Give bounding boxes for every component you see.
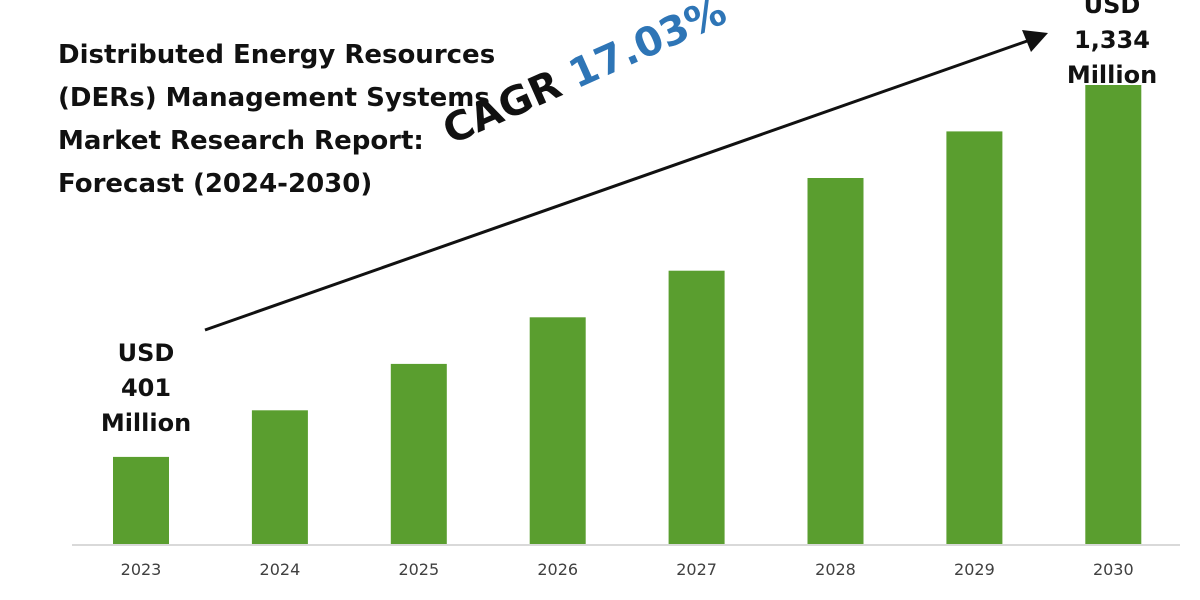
x-tick-label-2030: 2030 <box>1093 560 1134 579</box>
bar-2023 <box>113 456 169 545</box>
bar-2025 <box>390 363 447 545</box>
x-tick-label-2025: 2025 <box>398 560 439 579</box>
end-callout-line-1: USD <box>1083 0 1141 19</box>
start-value-callout: USD 401 Million <box>86 336 206 441</box>
title-line-3: Market Research Report: <box>58 126 424 156</box>
end-callout-line-3: Million <box>1066 61 1158 89</box>
x-tick-label-2028: 2028 <box>815 560 856 579</box>
start-callout-line-3: Million <box>100 409 192 437</box>
title-line-2: (DERs) Management Systems <box>58 83 490 113</box>
title-line-4: Forecast (2024-2030) <box>58 169 373 199</box>
x-tick-label-2027: 2027 <box>676 560 717 579</box>
x-tick-labels: 2023 2024 2025 2026 2027 2028 2029 2030 <box>121 560 1134 579</box>
title-line-1: Distributed Energy Resources <box>58 40 496 70</box>
bars-group <box>113 85 1142 545</box>
x-tick-label-2023: 2023 <box>121 560 162 579</box>
bar-2026 <box>529 317 586 545</box>
growth-arrow <box>204 38 1031 332</box>
bar-2029 <box>946 131 1003 545</box>
bar-2024 <box>251 410 308 545</box>
bar-2028 <box>807 178 864 545</box>
arrow-head-icon <box>1022 30 1048 52</box>
start-callout-line-2: 401 <box>120 374 172 402</box>
end-callout-line-2: 1,334 <box>1074 26 1150 54</box>
bar-2030 <box>1085 85 1142 545</box>
chart-title: Distributed Energy Resources (DERs) Mana… <box>58 34 528 206</box>
x-tick-label-2026: 2026 <box>537 560 578 579</box>
x-tick-label-2029: 2029 <box>954 560 995 579</box>
x-tick-label-2024: 2024 <box>260 560 301 579</box>
end-value-callout: USD 1,334 Million <box>1052 0 1172 93</box>
start-callout-line-1: USD <box>117 339 175 367</box>
bar-2027 <box>668 270 725 545</box>
